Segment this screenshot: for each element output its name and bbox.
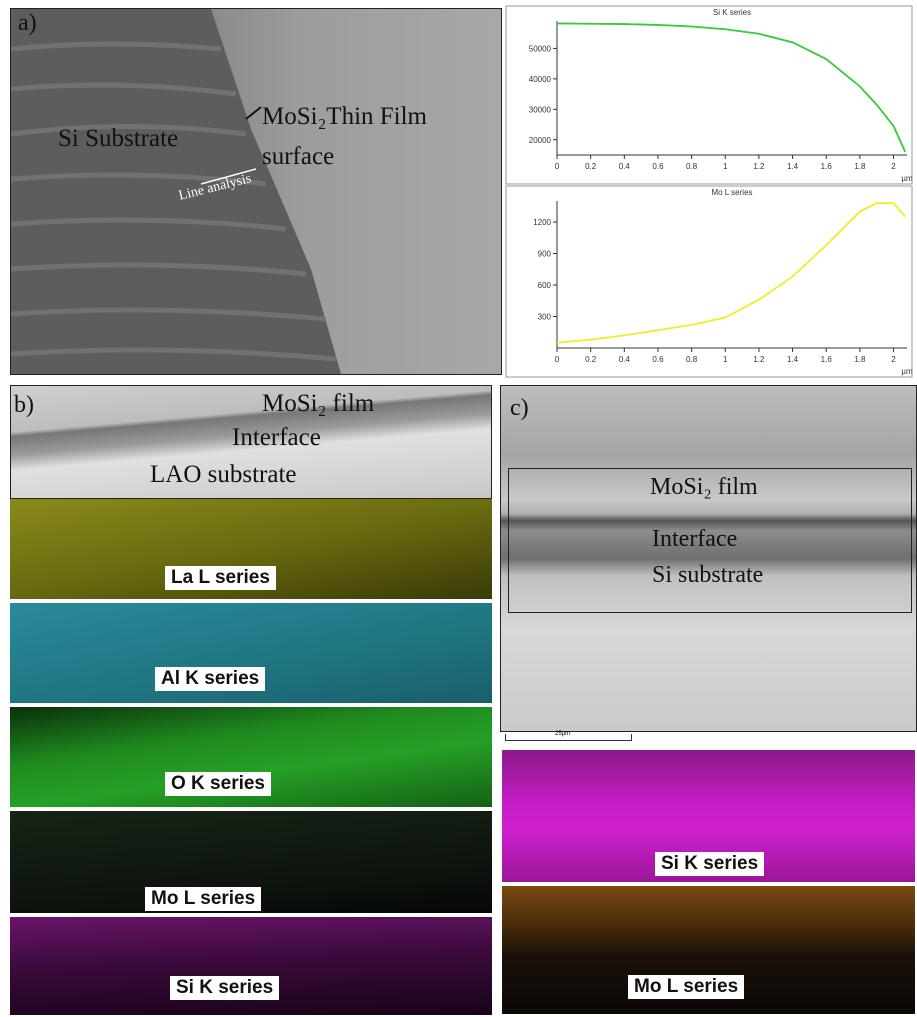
x-axis-label: µm	[901, 367, 913, 376]
y-tick-label: 300	[538, 313, 552, 322]
annotation: MoSi₂ film	[650, 474, 758, 501]
x-tick-label: 0.4	[619, 355, 631, 364]
x-tick-label: 0.2	[585, 355, 597, 364]
x-tick-label: 1.6	[821, 355, 833, 364]
y-tick-label: 40000	[529, 75, 552, 84]
y-tick-label: 20000	[529, 136, 552, 145]
panel-label: a)	[18, 10, 37, 37]
annotation: Interface	[652, 526, 737, 553]
annotation: Si substrate	[652, 562, 763, 589]
annotation: MoSi₂Thin Film	[262, 103, 427, 131]
panel-label: b)	[14, 392, 34, 419]
y-tick-label: 50000	[529, 44, 552, 53]
x-tick-label: 1.6	[821, 162, 833, 171]
panel-label: c)	[510, 395, 529, 422]
map-label: Si K series	[655, 852, 764, 876]
chart: Mo L series 300 600 900 1200 0 0.2 0.4 0.6 0.8 1 1.…	[505, 185, 915, 378]
y-tick-label: 900	[538, 250, 552, 259]
chart-title: Mo L series	[711, 188, 752, 197]
annotation: surface	[262, 143, 334, 171]
x-tick-label: 1.8	[854, 162, 866, 171]
annotation: LAO substrate	[150, 461, 297, 489]
x-tick-label: 1	[723, 162, 728, 171]
map-label: O K series	[165, 772, 271, 796]
annotation: Si Substrate	[58, 125, 178, 153]
scale-label: 25µm	[555, 731, 570, 737]
x-tick-label: 1.2	[753, 162, 765, 171]
map-label: La L series	[165, 566, 276, 590]
x-tick-label: 0	[555, 355, 560, 364]
x-tick-label: 1.4	[787, 355, 799, 364]
x-tick-label: 2	[891, 162, 896, 171]
x-tick-label: 0.6	[652, 355, 664, 364]
x-tick-label: 0.2	[585, 162, 597, 171]
x-tick-label: 1.8	[854, 355, 866, 364]
x-tick-label: 0	[555, 162, 560, 171]
map-label: Si K series	[170, 976, 279, 1000]
x-tick-label: 0.6	[652, 162, 664, 171]
x-tick-label: 1.2	[753, 355, 765, 364]
annotation: Interface	[232, 424, 321, 452]
x-axis-label: µm	[901, 174, 913, 183]
y-tick-label: 600	[538, 281, 552, 290]
sem-image-a	[10, 8, 502, 375]
map-si	[10, 917, 492, 1015]
figure: a) Si Substrate MoSi₂Thin Film surface L…	[0, 0, 917, 1017]
map-label: Mo L series	[628, 975, 744, 999]
map-label: Mo L series	[145, 887, 261, 911]
y-tick-label: 1200	[533, 218, 551, 227]
x-tick-label: 1	[723, 355, 728, 364]
sem-texture	[11, 9, 501, 374]
x-tick-label: 0.4	[619, 162, 631, 171]
chart: Si K series 20000 30000 40000 50000 0 0.2 0.4 0.…	[505, 5, 915, 185]
chart-frame	[506, 6, 912, 184]
y-tick-label: 30000	[529, 105, 552, 114]
map-label: Al K series	[155, 667, 265, 691]
x-tick-label: 0.8	[686, 162, 698, 171]
x-tick-label: 0.8	[686, 355, 698, 364]
x-tick-label: 1.4	[787, 162, 799, 171]
annotation: MoSi₂ film	[262, 390, 374, 418]
x-tick-label: 2	[891, 355, 896, 364]
chart-title: Si K series	[713, 8, 751, 17]
